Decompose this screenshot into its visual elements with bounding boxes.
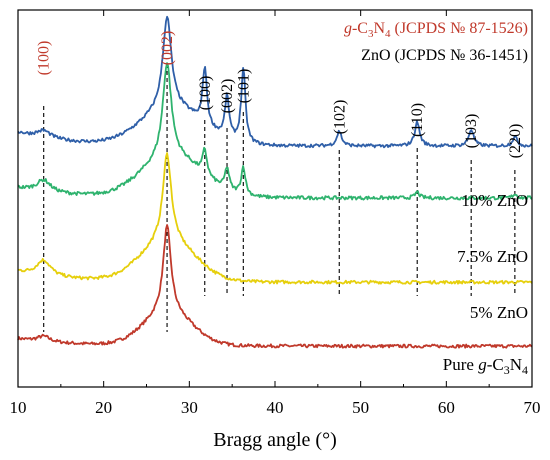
legend-zno: ZnO (JCPDS № 36-1451): [361, 47, 528, 64]
zno-peak-label: (100): [197, 76, 214, 111]
reference-lines: [43, 64, 516, 332]
zno-peak-label: (101): [235, 69, 252, 104]
x-tick-label: 40: [267, 398, 284, 417]
x-axis-ticks: 10 20 30 40 50 60 70: [10, 10, 541, 417]
trace-10-zno: [17, 15, 533, 149]
legend: g-C3N4 (JCPDS № 87-1526) ZnO (JCPDS № 36…: [344, 20, 528, 64]
sample-label: 7.5% ZnO: [457, 247, 528, 266]
zno-peak-label: (110): [409, 103, 426, 137]
x-tick-label: 30: [181, 398, 198, 417]
gcn-peak-label: (002): [159, 31, 176, 66]
sample-label: Pure g-C3N4: [443, 355, 528, 377]
trace-pure-g-c3n4: [17, 224, 533, 349]
x-tick-label: 70: [524, 398, 541, 417]
trace-7-5-zno: [17, 62, 533, 201]
zno-peak-label: (102): [331, 100, 348, 135]
annotations: (100) (002)(100) (002) (101)(102) (110) (103)…: [36, 31, 528, 377]
zno-peak-label: (002): [219, 79, 236, 114]
x-axis-label: Bragg angle (°): [213, 429, 337, 451]
sample-label: 5% ZnO: [470, 303, 528, 322]
legend-gcn: g-C3N4 (JCPDS № 87-1526): [344, 20, 528, 40]
trace-5-zno: [17, 152, 533, 285]
x-tick-label: 20: [95, 398, 112, 417]
zno-peak-label: (103): [463, 114, 480, 149]
zno-peak-label: (220): [507, 124, 524, 159]
x-tick-label: 60: [438, 398, 455, 417]
x-tick-label: 50: [352, 398, 369, 417]
x-tick-label: 10: [10, 398, 27, 417]
xrd-traces: [17, 15, 533, 349]
gcn-peak-label: (100): [36, 41, 53, 76]
sample-label: 10% ZnO: [461, 191, 528, 210]
